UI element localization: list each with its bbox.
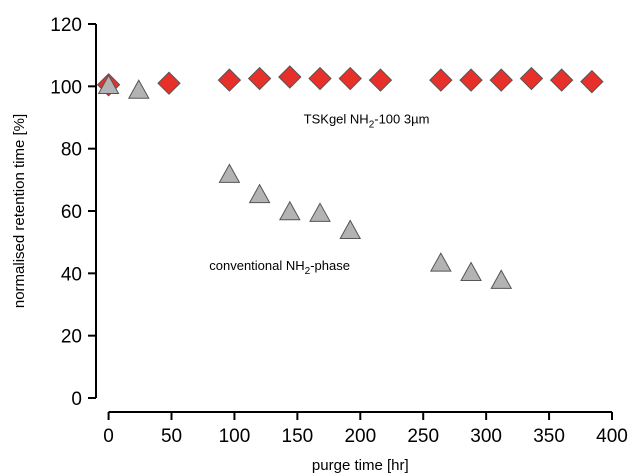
data-marks bbox=[96, 65, 604, 289]
x-tick-label: 50 bbox=[161, 426, 182, 447]
diamond-point bbox=[247, 66, 272, 91]
triangle-point bbox=[460, 261, 482, 282]
x-tick-label: 100 bbox=[219, 426, 251, 447]
triangle-point bbox=[97, 74, 120, 95]
y-tick-label: 60 bbox=[61, 202, 82, 223]
x-tick-label: 350 bbox=[533, 426, 565, 447]
triangle-point bbox=[429, 252, 452, 272]
diamond-point bbox=[308, 66, 332, 91]
x-tick-label: 400 bbox=[596, 426, 628, 447]
diamond-point bbox=[580, 69, 604, 94]
triangle-point bbox=[248, 183, 271, 204]
y-tick-label: 80 bbox=[61, 140, 82, 161]
triangle-point bbox=[218, 163, 241, 183]
diamond-point bbox=[278, 65, 302, 89]
triangle-point bbox=[490, 269, 513, 289]
x-tick-label: 0 bbox=[103, 426, 114, 447]
diamond-point bbox=[489, 68, 513, 92]
diamond-point bbox=[549, 68, 574, 92]
x-tick-label: 250 bbox=[407, 426, 439, 447]
diamond-point bbox=[429, 68, 453, 92]
triangle-point bbox=[127, 79, 150, 99]
x-tick-label: 200 bbox=[344, 426, 376, 447]
series-annotation: TSKgel NH2-100 3µm bbox=[304, 112, 430, 131]
annotations: TSKgel NH2-100 3µm conventional NH2-phase bbox=[209, 112, 429, 277]
triangle-point bbox=[309, 202, 331, 222]
y-tick-label: 40 bbox=[61, 264, 82, 285]
diamond-point bbox=[459, 68, 483, 92]
y-tick-label: 120 bbox=[50, 15, 82, 36]
axes: 0 20 40 60 80 100 120 0 50 100 150 200 250 300 350 400 bbox=[50, 15, 628, 447]
x-tick-label: 300 bbox=[470, 426, 502, 447]
diamond-point bbox=[217, 68, 242, 92]
diamond-point bbox=[368, 68, 393, 92]
x-tick-label: 150 bbox=[282, 426, 314, 447]
diamond-point bbox=[157, 71, 181, 95]
diamond-point bbox=[519, 66, 544, 91]
series-annotation: conventional NH2-phase bbox=[209, 258, 350, 277]
triangle-point bbox=[278, 200, 301, 221]
y-tick-label: 0 bbox=[71, 389, 82, 410]
x-axis-title: purge time [hr] bbox=[312, 457, 409, 474]
y-axis-title: normalised retention time [%] bbox=[11, 114, 28, 308]
diamond-point bbox=[338, 66, 362, 91]
triangle-point bbox=[339, 219, 362, 239]
y-tick-label: 100 bbox=[50, 77, 82, 98]
y-tick-label: 20 bbox=[61, 327, 82, 348]
